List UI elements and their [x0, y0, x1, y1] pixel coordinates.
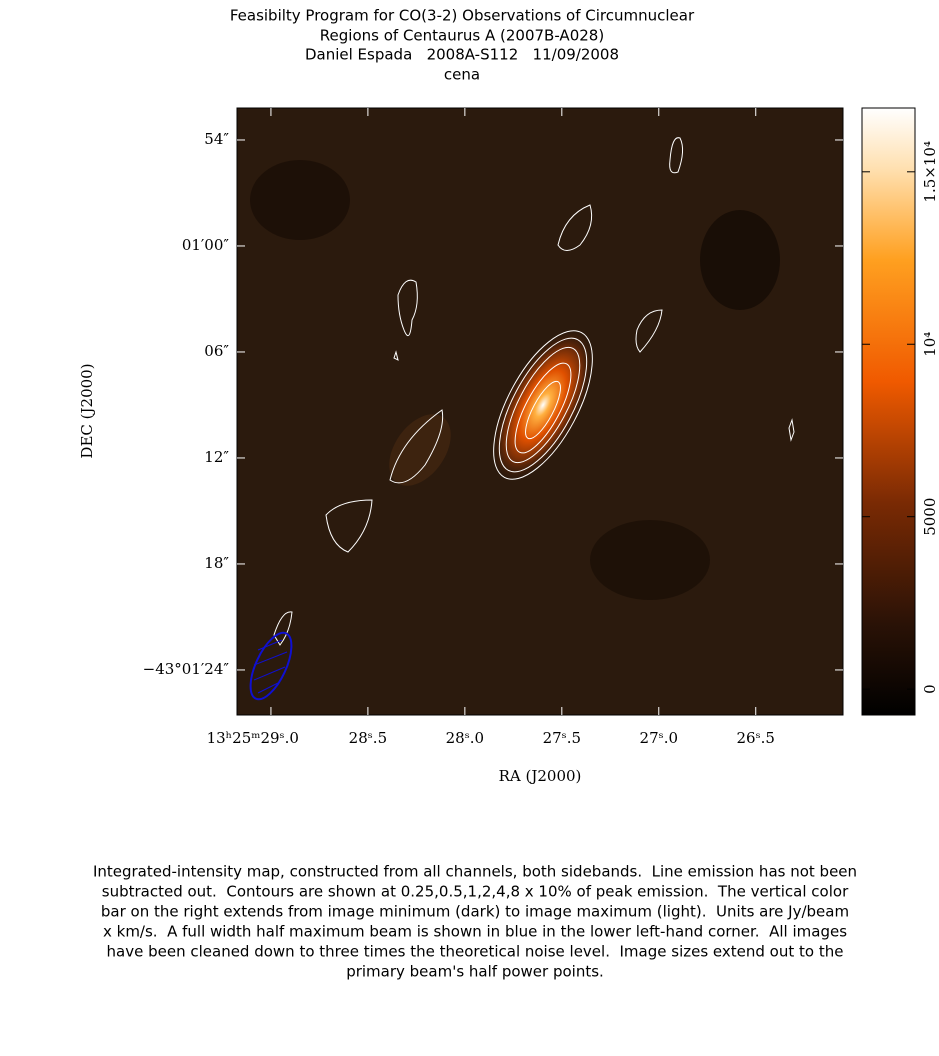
y-axis-label: DEC (J2000) — [78, 363, 96, 458]
title: Feasibilty Program for CO(3-2) Observati… — [230, 7, 695, 84]
caption-line: bar on the right extends from image mini… — [101, 903, 849, 921]
y-tick-label: 06″ — [204, 342, 229, 360]
contours — [273, 137, 795, 646]
title-line: Regions of Centaurus A (2007B-A028) — [320, 27, 604, 45]
x-tick-label: 13ʰ25ᵐ29ˢ.0 — [207, 729, 299, 747]
caption-line: have been cleaned down to three times th… — [107, 943, 844, 961]
caption-line: subtracted out. Contours are shown at 0.… — [102, 883, 849, 901]
y-tick-label: 18″ — [204, 554, 229, 572]
x-tick-label: 27ˢ.5 — [543, 729, 581, 747]
caption-line: Integrated-intensity map, constructed fr… — [93, 863, 857, 881]
title-line: Feasibilty Program for CO(3-2) Observati… — [230, 7, 695, 25]
caption: Integrated-intensity map, constructed fr… — [93, 863, 857, 981]
image — [237, 108, 843, 715]
y-tick-label: 12″ — [204, 448, 229, 466]
x-tick-label: 26ˢ.5 — [737, 729, 775, 747]
y-tick-label: 01′00″ — [182, 236, 230, 254]
title-line: cena — [444, 66, 480, 84]
x-tick-label: 28ˢ.0 — [446, 729, 484, 747]
y-tick-label: −43°01′24″ — [143, 660, 230, 678]
colorbar-tick-label: 0 — [921, 684, 939, 694]
caption-line: x km/s. A full width half maximum beam i… — [103, 923, 847, 941]
colorbar-tick-label: 5000 — [921, 498, 939, 536]
x-tick-label: 28ˢ.5 — [349, 729, 387, 747]
colorbar — [861, 107, 916, 716]
shade — [389, 414, 451, 486]
plot-frame — [236, 107, 844, 716]
beam — [249, 631, 293, 701]
colorbar-tick-label: 10⁴ — [921, 332, 939, 357]
shade — [700, 210, 780, 310]
title-line: Daniel Espada 2008A-S112 11/09/2008 — [305, 46, 619, 64]
y-tick-label: 54″ — [204, 130, 229, 148]
x-tick-label: 27ˢ.0 — [640, 729, 678, 747]
colorbar-tick-label: 1.5×10⁴ — [921, 141, 939, 203]
shade — [250, 160, 350, 240]
caption-line: primary beam's half power points. — [346, 963, 604, 981]
x-axis-label: RA (J2000) — [499, 767, 582, 785]
shade — [590, 520, 710, 600]
